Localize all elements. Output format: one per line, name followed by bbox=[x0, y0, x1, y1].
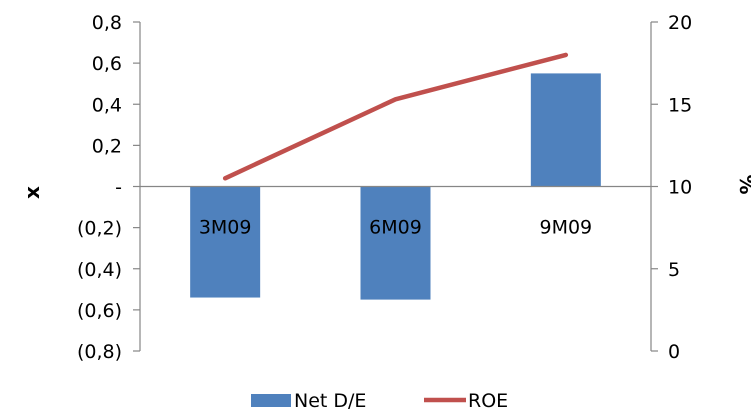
bar-9m09 bbox=[530, 73, 601, 187]
left-tick-label: 0,6 bbox=[92, 53, 122, 75]
left-tick-label: (0,4) bbox=[77, 259, 122, 281]
y-axis-title: x bbox=[20, 186, 44, 199]
left-tick-label: (0,2) bbox=[77, 218, 122, 240]
bar-3m09 bbox=[190, 186, 261, 298]
bar-6m09 bbox=[360, 186, 431, 300]
category-labels: 3M09 6M09 9M09 bbox=[199, 217, 592, 239]
roe-point-6m09 bbox=[395, 98, 396, 100]
right-tick-label: 10 bbox=[668, 177, 692, 199]
legend-label-net-de: Net D/E bbox=[294, 390, 366, 412]
roe-point-3m09 bbox=[224, 177, 226, 179]
right-tick-label: 5 bbox=[668, 259, 680, 281]
right-tick-label: 20 bbox=[668, 12, 692, 34]
left-tick-label: 0,2 bbox=[92, 135, 122, 157]
line-series-roe bbox=[222, 52, 569, 181]
category-label: 3M09 bbox=[199, 217, 252, 239]
left-tick-label: 0,4 bbox=[92, 94, 122, 116]
right-axis: 20 15 10 5 0 bbox=[650, 12, 692, 363]
bar-series-net-de bbox=[190, 73, 601, 300]
legend-swatch-net-de bbox=[251, 394, 291, 407]
category-label: 9M09 bbox=[539, 217, 592, 239]
legend-label-roe: ROE bbox=[468, 390, 508, 412]
left-tick-label: - bbox=[115, 177, 122, 199]
right-tick-label: 15 bbox=[668, 94, 692, 116]
left-tick-label: (0,6) bbox=[77, 300, 122, 322]
legend: Net D/E ROE bbox=[251, 390, 508, 412]
right-tick-label: 0 bbox=[668, 341, 680, 363]
left-tick-label: 0,8 bbox=[92, 12, 122, 34]
left-tick-label: (0,8) bbox=[77, 341, 122, 363]
roe-point-9m09 bbox=[565, 54, 567, 56]
left-axis: 0,8 0,6 0,4 0,2 - (0,2) (0,4) (0,6) (0,8) bbox=[77, 12, 141, 363]
y2-axis-title: % bbox=[735, 174, 751, 194]
roe-line bbox=[222, 52, 569, 181]
category-label: 6M09 bbox=[369, 217, 422, 239]
